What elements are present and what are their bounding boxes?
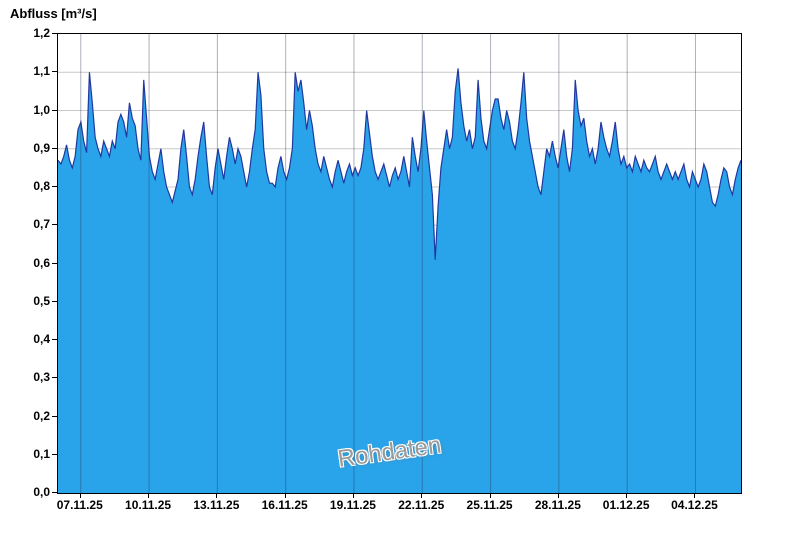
y-tick-mark bbox=[52, 224, 57, 226]
x-tick-label: 04.12.25 bbox=[671, 498, 718, 512]
y-tick-mark bbox=[52, 71, 57, 73]
x-tick-mark bbox=[284, 493, 286, 498]
y-tick-mark bbox=[52, 33, 57, 34]
plot-svg bbox=[58, 34, 741, 493]
x-tick-mark bbox=[626, 493, 628, 498]
x-tick-mark bbox=[694, 493, 696, 498]
x-tick-mark bbox=[79, 493, 81, 498]
x-tick-label: 01.12.25 bbox=[602, 498, 650, 512]
y-tick-mark bbox=[52, 453, 57, 455]
plot-area bbox=[57, 33, 742, 494]
y-tick-label: 0,7 bbox=[33, 217, 50, 232]
y-tick-label: 1,0 bbox=[33, 102, 50, 117]
x-tick-label: 16.11.25 bbox=[261, 498, 308, 512]
x-tick-mark bbox=[148, 493, 150, 498]
y-tick-mark bbox=[52, 492, 57, 493]
x-tick-label: 13.11.25 bbox=[193, 498, 240, 512]
y-tick-mark bbox=[52, 109, 57, 111]
y-tick-label: 0,1 bbox=[33, 446, 50, 461]
y-tick-mark bbox=[52, 300, 57, 302]
y-tick-label: 1,2 bbox=[33, 26, 50, 40]
y-tick-mark bbox=[52, 415, 57, 417]
y-tick-mark bbox=[52, 262, 57, 264]
y-tick-label: 0,0 bbox=[33, 485, 50, 499]
x-tick-label: 10.11.25 bbox=[125, 498, 172, 512]
series-line bbox=[58, 68, 741, 259]
y-tick-label: 0,9 bbox=[33, 140, 50, 155]
y-tick-label: 0,3 bbox=[33, 370, 50, 385]
area-series bbox=[58, 68, 741, 493]
y-tick-label: 1,1 bbox=[33, 64, 50, 79]
y-tick-mark bbox=[52, 147, 57, 149]
x-tick-label: 19.11.25 bbox=[329, 498, 376, 512]
x-tick-label: 07.11.25 bbox=[56, 498, 103, 512]
x-tick-mark bbox=[352, 493, 354, 498]
chart-title: Abfluss [m³/s] bbox=[10, 6, 97, 21]
x-tick-mark bbox=[489, 493, 491, 498]
x-tick-label: 22.11.25 bbox=[398, 498, 445, 512]
x-tick-mark bbox=[216, 493, 218, 498]
y-tick-mark bbox=[52, 339, 57, 340]
y-tick-label: 0,6 bbox=[33, 255, 50, 270]
y-tick-label: 0,4 bbox=[33, 332, 50, 346]
y-tick-mark bbox=[52, 186, 57, 187]
x-tick-mark bbox=[557, 493, 559, 498]
x-tick-mark bbox=[421, 493, 423, 498]
y-tick-label: 0,2 bbox=[33, 408, 50, 423]
x-tick-label: 28.11.25 bbox=[534, 498, 581, 512]
y-tick-mark bbox=[52, 377, 57, 379]
x-tick-label: 25.11.25 bbox=[466, 498, 513, 512]
y-tick-label: 0,8 bbox=[33, 179, 50, 193]
y-tick-label: 0,5 bbox=[33, 293, 50, 308]
